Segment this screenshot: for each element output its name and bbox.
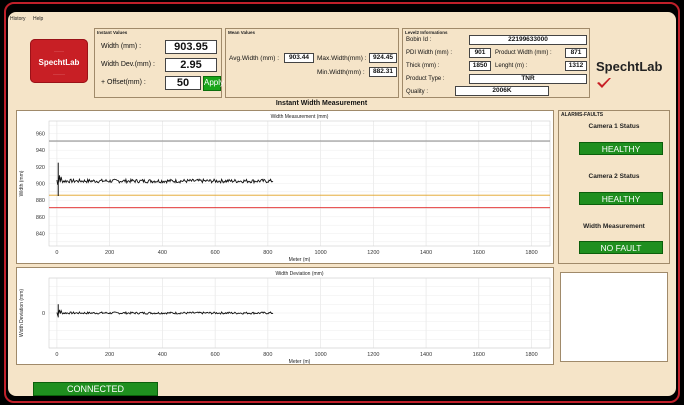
x-tick-label: 600 bbox=[211, 250, 220, 256]
instant-values-panel: Instant Values Width (mm) : 903.95 Width… bbox=[94, 28, 224, 98]
menu-history[interactable]: History bbox=[10, 16, 26, 22]
logo-text: SpechtLab bbox=[38, 58, 80, 67]
spechtlab-logo: .......... SpechtLab ............ bbox=[30, 39, 88, 83]
width-dev-value: 2.95 bbox=[165, 58, 217, 72]
x-tick-label: 800 bbox=[263, 250, 272, 256]
thick-value: 1850 bbox=[469, 61, 491, 71]
level2-info-title: Level2 Informations bbox=[405, 30, 448, 35]
width-measurement-chart: Width Measurement (mm) 0 200 400 600 800 1000 1… bbox=[19, 114, 551, 263]
x-tick-label: 600 bbox=[211, 352, 220, 358]
mean-values-title: Mean Values bbox=[228, 30, 256, 35]
x-tick-label: 200 bbox=[105, 352, 114, 358]
min-width-value: 882.31 bbox=[369, 67, 397, 77]
x-tick-label: 1400 bbox=[420, 250, 432, 256]
width-value: 903.95 bbox=[165, 40, 217, 54]
x-tick-label: 1400 bbox=[420, 352, 432, 358]
bobin-id-value: 22199633000 bbox=[469, 35, 587, 45]
app-window: History Help .......... SpechtLab ......… bbox=[8, 12, 676, 396]
pdi-width-label: PDI Width (mm) : bbox=[406, 50, 452, 56]
y-axis-label: Width Deviation (mm) bbox=[19, 289, 25, 337]
section-title: Instant Width Measurement bbox=[275, 100, 368, 107]
deviation-chart-panel: Width Deviation (mm) 0 200 400 600 800 1000 120… bbox=[16, 267, 554, 365]
x-tick-label: 1600 bbox=[473, 250, 485, 256]
y-tick-label: 840 bbox=[36, 232, 45, 238]
data-series-line bbox=[56, 309, 274, 317]
logo-bottom-text: ............ bbox=[53, 72, 65, 76]
offset-input[interactable]: 50 bbox=[165, 76, 201, 90]
brand-logo: SpechtLab bbox=[596, 59, 676, 89]
x-tick-label: 1200 bbox=[367, 250, 379, 256]
length-label: Lenght (m) : bbox=[495, 63, 528, 69]
x-axis-label: Meter (m) bbox=[289, 359, 311, 365]
x-tick-label: 1600 bbox=[473, 352, 485, 358]
x-tick-label: 800 bbox=[263, 352, 272, 358]
logo-top-text: .......... bbox=[54, 49, 64, 53]
plot-area bbox=[48, 277, 551, 349]
alarms-title: ALARMS-FAULTS bbox=[561, 112, 604, 118]
plot-area bbox=[48, 120, 551, 247]
product-width-label: Product Width (mm) : bbox=[495, 50, 552, 56]
camera2-status-label: Camera 2 Status bbox=[588, 173, 640, 180]
x-tick-label: 0 bbox=[55, 352, 58, 358]
x-tick-label: 400 bbox=[158, 250, 167, 256]
max-width-value: 924.45 bbox=[369, 53, 397, 63]
width-chart-panel: Width Measurement (mm) 0 200 400 600 800 1000 1… bbox=[16, 110, 554, 264]
level2-info-panel: Level2 Informations Bobin Id : 221996330… bbox=[402, 28, 590, 98]
avg-width-value: 903.44 bbox=[284, 53, 314, 63]
camera1-status-badge: HEALTHY bbox=[579, 142, 663, 155]
bobin-id-label: Bobin Id : bbox=[406, 37, 432, 43]
brand-text: SpechtLab bbox=[596, 59, 663, 74]
y-tick-label: 880 bbox=[36, 198, 45, 204]
y-tick-label: 920 bbox=[36, 165, 45, 171]
quality-label: Quality : bbox=[406, 89, 429, 95]
avg-width-label: Avg.Width (mm) : bbox=[229, 55, 280, 62]
x-tick-label: 200 bbox=[105, 250, 114, 256]
alarms-panel: ALARMS-FAULTS Camera 1 Status HEALTHY Ca… bbox=[558, 110, 670, 264]
chart-title: Width Measurement (mm) bbox=[271, 114, 329, 120]
product-type-value: TNR bbox=[469, 74, 587, 84]
camera2-status-badge: HEALTHY bbox=[579, 192, 663, 205]
width-measurement-status-label: Width Measurement bbox=[583, 223, 645, 230]
width-measurement-status-badge: NO FAULT bbox=[579, 241, 663, 254]
quality-value: 2006K bbox=[455, 86, 549, 96]
min-width-label: Min.Width(mm) : bbox=[317, 69, 365, 76]
product-width-value: 871 bbox=[565, 48, 587, 58]
y-tick-label: 900 bbox=[36, 182, 45, 188]
width-deviation-chart: Width Deviation (mm) 0 200 400 600 800 1000 120… bbox=[19, 271, 551, 365]
offset-label: + Offset(mm) : bbox=[101, 79, 146, 86]
message-box bbox=[560, 272, 668, 362]
chart-title: Width Deviation (mm) bbox=[275, 271, 323, 277]
menu-help[interactable]: Help bbox=[32, 16, 44, 22]
thick-label: Thick (mm) : bbox=[406, 63, 440, 69]
x-tick-label: 0 bbox=[55, 250, 58, 256]
y-tick-label: 940 bbox=[36, 148, 45, 154]
menu-bar: History Help bbox=[10, 16, 49, 22]
x-tick-label: 400 bbox=[158, 352, 167, 358]
y-axis-label: Width (mm) bbox=[19, 170, 25, 196]
brand-check-icon bbox=[597, 77, 611, 88]
x-tick-label: 1000 bbox=[314, 250, 326, 256]
width-dev-label: Width Dev.(mm) : bbox=[101, 61, 155, 68]
width-label: Width (mm) : bbox=[101, 43, 142, 50]
connection-status: CONNECTED bbox=[33, 382, 158, 396]
x-axis-label: Meter (m) bbox=[289, 257, 311, 263]
x-tick-label: 1800 bbox=[525, 352, 537, 358]
max-width-label: Max.Width(mm) : bbox=[317, 55, 367, 62]
camera1-status-label: Camera 1 Status bbox=[588, 123, 640, 130]
x-tick-label: 1000 bbox=[314, 352, 326, 358]
product-type-label: Product Type : bbox=[406, 76, 445, 82]
x-tick-label: 1800 bbox=[525, 250, 537, 256]
y-tick-label: 0 bbox=[42, 311, 45, 317]
window-border bbox=[4, 2, 680, 403]
pdi-width-value: 901 bbox=[469, 48, 491, 58]
data-series-line bbox=[56, 175, 274, 185]
mean-values-panel: Mean Values Avg.Width (mm) : 903.44 Max.… bbox=[225, 28, 399, 98]
length-value: 1312 bbox=[565, 61, 587, 71]
y-tick-label: 960 bbox=[36, 132, 45, 138]
y-tick-label: 860 bbox=[36, 215, 45, 221]
x-tick-label: 1200 bbox=[367, 352, 379, 358]
instant-values-title: Instant Values bbox=[97, 30, 128, 35]
apply-button[interactable]: Apply bbox=[203, 76, 224, 91]
